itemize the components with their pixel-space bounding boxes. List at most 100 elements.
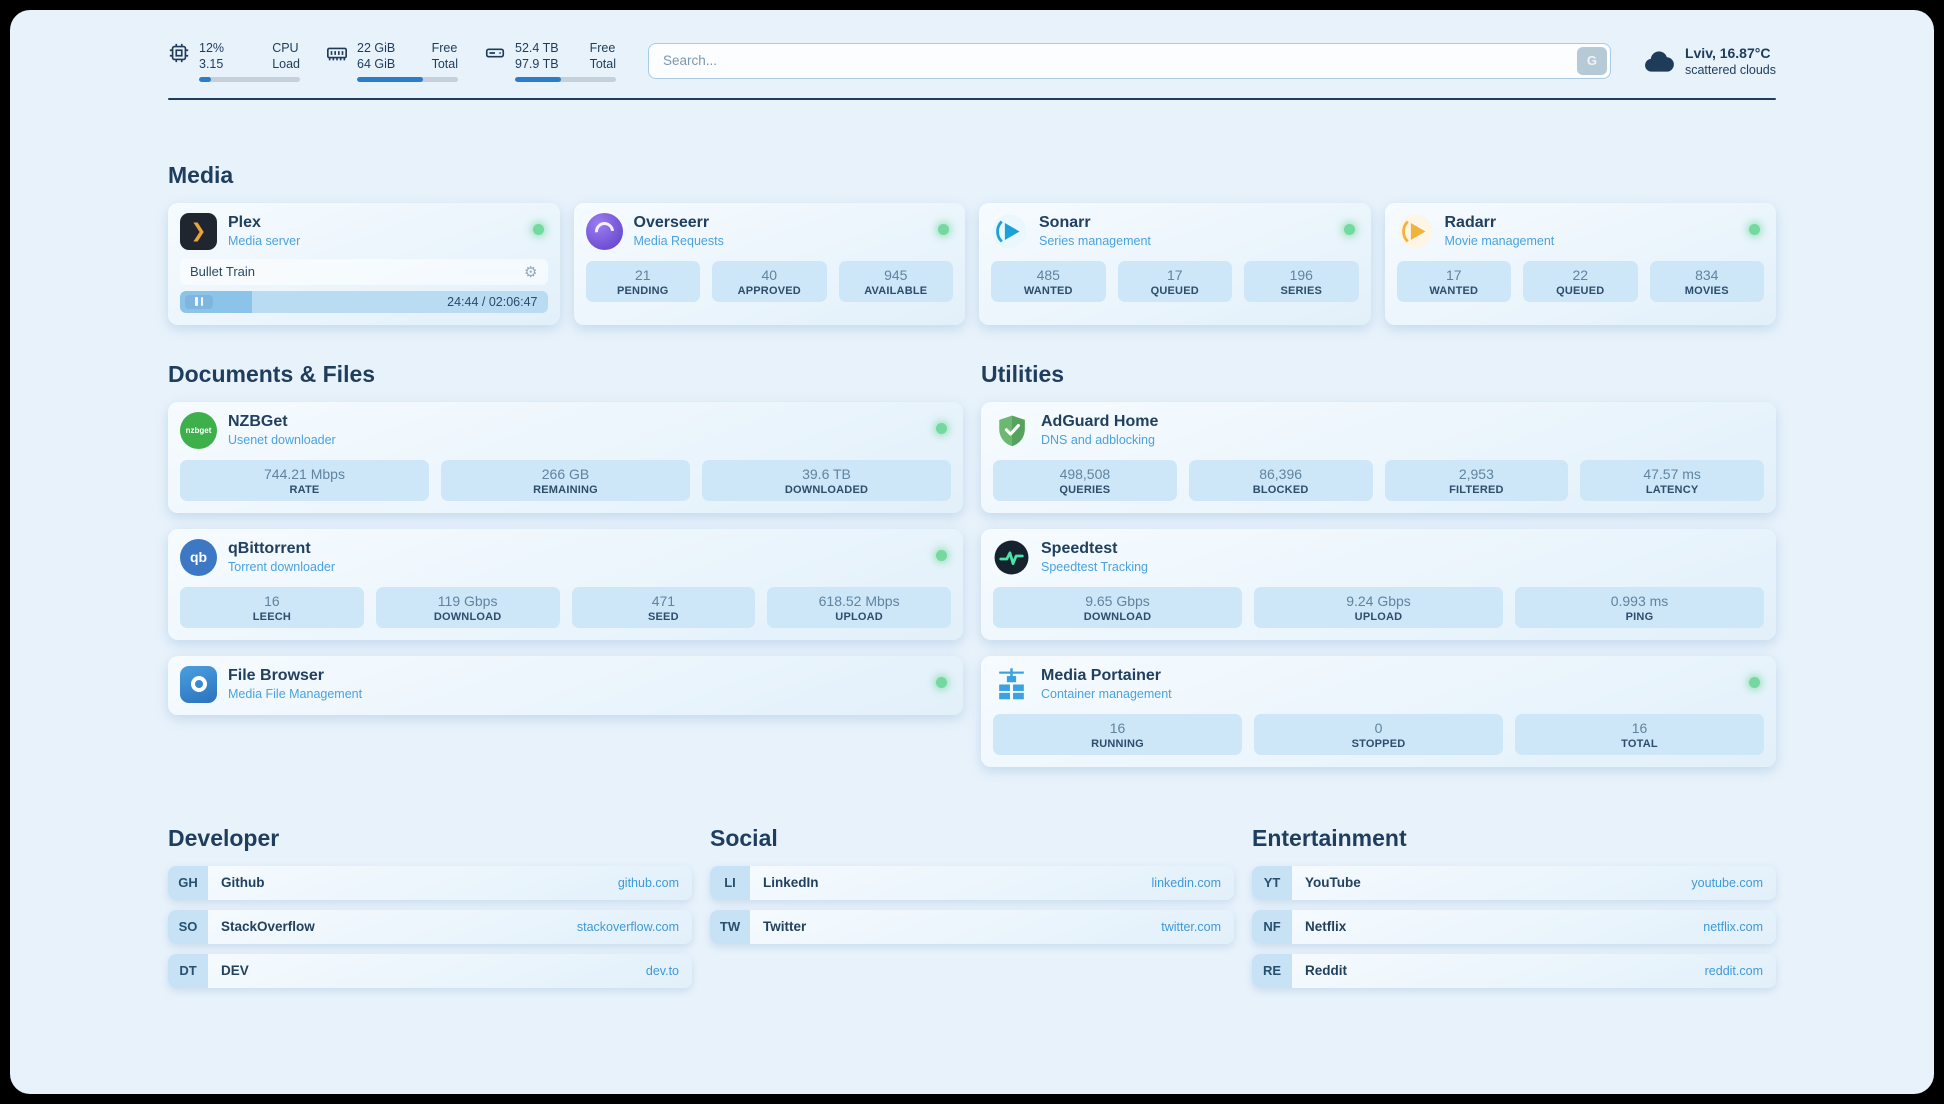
bookmark-url: twitter.com [1161,919,1221,934]
app-name: Speedtest [1041,540,1118,557]
app-subtitle: DNS and adblocking [1041,433,1155,447]
app-subtitle: Media File Management [228,687,363,701]
bookmark-name: Github [221,875,265,890]
developer-section: Developer GH Github github.com SO StackO… [168,825,692,988]
online-status-dot [532,223,544,235]
pause-button[interactable] [185,294,213,309]
stat-tile: 22 QUEUED [1523,260,1638,302]
speedtest-card[interactable]: Speedtest Speedtest Tracking 9.65 Gbps D… [981,528,1776,640]
section-title-entertainment: Entertainment [1252,824,1407,851]
settings-gear-icon[interactable]: ⚙ [524,263,538,281]
app-name: File Browser [228,667,325,684]
ram-free: 22 GiB [357,41,396,55]
bookmark-twitter[interactable]: TW Twitter twitter.com [710,909,1234,944]
disk-icon [485,48,505,58]
online-status-dot [936,549,947,561]
online-status-dot [1749,223,1760,235]
playback-time: 24:44 / 02:06:47 [447,294,538,309]
stat-tile: 744.21 Mbps RATE [180,459,429,501]
bookmark-reddit[interactable]: RE Reddit reddit.com [1252,953,1776,988]
plex-card[interactable]: ❯ Plex Media server Bullet Train ⚙ 24:44… [168,202,560,325]
nzbget-card[interactable]: nzbget NZBGet Usenet downloader 744.21 M… [168,401,963,513]
stat-tile: 196 SERIES [1244,260,1359,302]
bookmark-youtube[interactable]: YT YouTube youtube.com [1252,865,1776,900]
sonarr-card[interactable]: Sonarr Series management 485 WANTED 17 Q… [979,202,1371,325]
media-section: Media ❯ Plex Media server Bullet Train ⚙ [168,162,1776,325]
weather-condition: scattered clouds [1684,62,1776,77]
bookmark-github[interactable]: GH Github github.com [168,865,692,900]
plex-icon: ❯ [180,212,217,250]
bookmark-name: Netflix [1305,919,1347,934]
adguard-card[interactable]: AdGuard Home DNS and adblocking 498,508 … [981,401,1776,513]
cpu-icon [169,43,189,63]
netflix-icon: NF [1252,909,1292,944]
online-status-dot [1749,676,1760,688]
app-name: Sonarr [1039,214,1091,231]
disk-total: 97.9 TB [515,57,559,72]
reddit-icon: RE [1252,953,1292,988]
app-subtitle: Torrent downloader [228,560,336,574]
social-section: Social LI LinkedIn linkedin.com TW Twitt… [710,825,1234,988]
online-status-dot [936,422,947,434]
ram-widget: 22 GiB 64 GiB Free Total [326,40,458,82]
stat-tile: 485 WANTED [991,260,1106,302]
disk-usage-fill [515,76,562,82]
bookmark-netflix[interactable]: NF Netflix netflix.com [1252,909,1776,944]
stat-tile: 47.57 ms LATENCY [1580,459,1764,501]
cpu-load-value: 3.15 [199,57,224,72]
now-playing-title: Bullet Train [190,264,256,279]
app-subtitle: Media server [228,234,301,248]
section-title-utilities: Utilities [981,360,1065,387]
stat-tile: 40 APPROVED [712,260,827,302]
app-name: qBittorrent [228,540,311,557]
search-bar: G [648,42,1611,79]
stat-tile: 834 MOVIES [1649,260,1764,302]
stat-tile: 39.6 TB DOWNLOADED [702,459,951,501]
disk-widget: 52.4 TB 97.9 TB Free Total [484,40,616,82]
now-playing-row: Bullet Train ⚙ [180,258,548,285]
filebrowser-card[interactable]: File Browser Media File Management [168,655,963,715]
app-name: Radarr [1444,214,1497,231]
qbittorrent-card[interactable]: qb qBittorrent Torrent downloader 16 LEE… [168,528,963,640]
stackoverflow-icon: SO [168,909,208,944]
app-name: Media Portainer [1041,667,1162,684]
stat-tile: 0 STOPPED [1254,713,1503,755]
section-title-documents: Documents & Files [168,360,376,387]
search-engine-button[interactable]: G [1576,46,1607,75]
ram-icon [327,47,347,61]
bookmark-dev[interactable]: DT DEV dev.to [168,953,692,988]
linkedin-icon: LI [710,865,750,900]
search-input[interactable] [648,42,1611,79]
online-status-dot [1343,223,1355,235]
app-name: AdGuard Home [1041,413,1159,430]
stat-tile: 21 PENDING [585,260,700,302]
disk-label-bottom: Total [589,57,616,72]
youtube-icon: YT [1252,865,1292,900]
bookmark-name: YouTube [1305,875,1361,890]
stat-tile: 16 LEECH [180,586,364,628]
adguard-icon [993,412,1030,449]
disk-usage-bar [515,76,616,82]
weather-location: Lviv, 16.87°C [1684,44,1771,61]
bookmark-url: stackoverflow.com [576,919,679,934]
app-name: NZBGet [228,413,288,430]
stat-tile: 2,953 FILTERED [1384,459,1569,501]
online-status-dot [938,223,949,235]
stat-tile: 16 TOTAL [1515,713,1764,755]
filebrowser-icon [180,665,217,703]
portainer-icon [993,666,1030,703]
bookmark-name: Twitter [763,919,807,934]
overseerr-card[interactable]: Overseerr Media Requests 21 PENDING 40 A… [573,202,965,325]
bookmark-stackoverflow[interactable]: SO StackOverflow stackoverflow.com [168,909,692,944]
app-name: Plex [228,214,261,231]
ram-usage-fill [357,76,423,82]
online-status-dot [936,676,947,688]
github-icon: GH [168,865,208,900]
bookmark-linkedin[interactable]: LI LinkedIn linkedin.com [710,865,1234,900]
radarr-card[interactable]: Radarr Movie management 17 WANTED 22 QUE… [1384,202,1776,325]
stat-tile: 86,396 BLOCKED [1188,459,1373,501]
playback-progress-bar[interactable]: 24:44 / 02:06:47 [180,290,548,313]
portainer-card[interactable]: Media Portainer Container management 16 … [981,655,1776,767]
bookmark-url: dev.to [645,963,679,978]
ram-usage-bar [357,76,458,82]
